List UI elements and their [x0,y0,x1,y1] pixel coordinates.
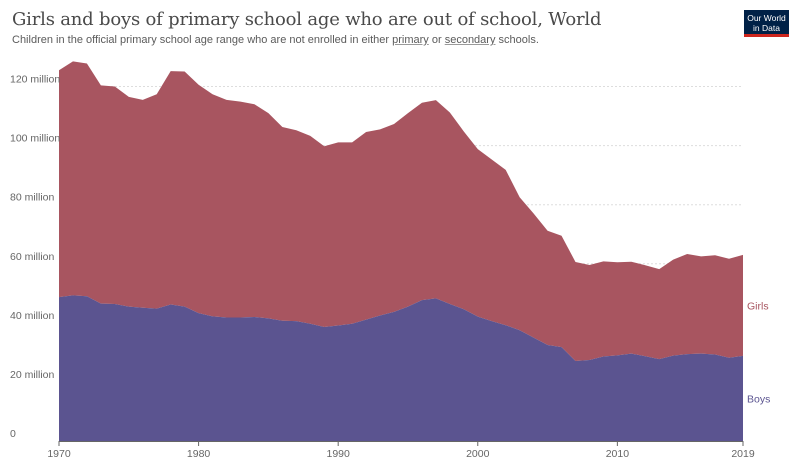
y-tick-label: 120 million [10,74,60,86]
y-tick-label: 80 million [10,192,55,204]
x-tick-label: 2000 [466,448,490,460]
subtitle-text-1: Children in the official primary school … [12,34,393,46]
y-tick-label: 0 [10,428,16,440]
series-label-girls: Girls [747,300,769,312]
series-area-boys[interactable] [59,295,743,441]
subtitle-text-2: or [428,34,445,46]
series-area-girls[interactable] [59,61,743,361]
series-label-boys: Boys [747,393,770,405]
label-layer: Girls Boys [747,300,770,405]
owid-logo[interactable]: Our World in Data [744,10,789,37]
secondary-link[interactable]: secondary [444,34,496,46]
x-tick-label: 1970 [47,448,71,460]
axis-layer: 0 20 million 40 million 60 million 80 millio… [10,74,755,460]
x-tick-label: 2019 [731,448,755,460]
chart-title: Girls and boys of primary school age who… [12,9,602,30]
y-tick-label: 40 million [10,310,55,322]
y-tick-label: 20 million [10,369,55,381]
x-tick-label: 1980 [187,448,211,460]
logo-line-2: in Data [753,23,780,33]
primary-link[interactable]: primary [392,34,429,46]
logo-line-1: Our World [747,13,786,23]
x-tick-label: 1990 [327,448,351,460]
chart-subtitle: Children in the official primary school … [12,34,539,46]
subtitle-text-3: schools. [495,34,539,46]
y-tick-label: 100 million [10,133,60,145]
area-layer [59,61,743,441]
y-tick-label: 60 million [10,251,55,263]
x-tick-label: 2010 [606,448,630,460]
